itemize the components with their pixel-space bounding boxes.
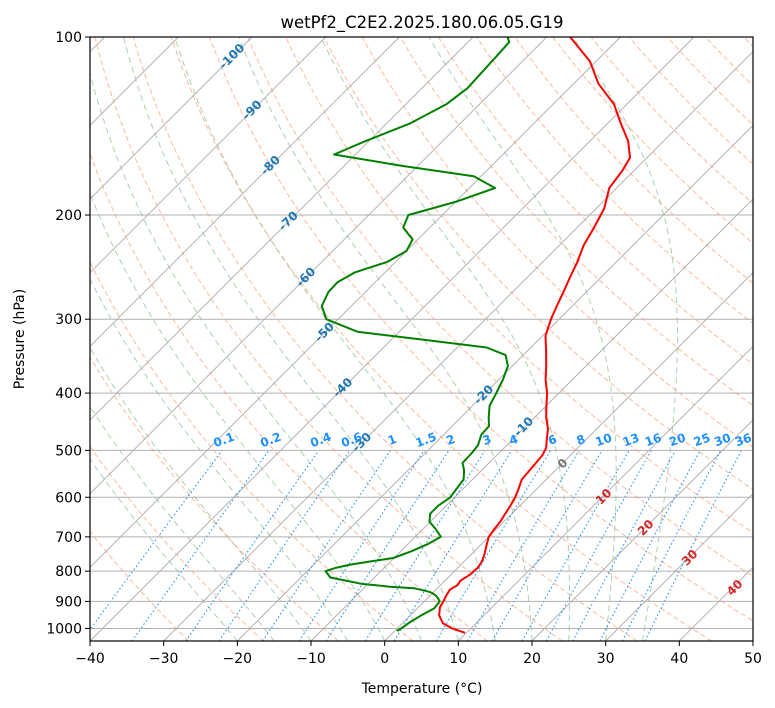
mixing-ratio-labels: 0.1 0.2 0.4 0.6 1 1.5 2 3 4 6 8 10 13 16 20 25 30 36 — [212, 430, 754, 450]
mixing-ratio-label: 0.4 — [308, 430, 333, 450]
x-tick-label: −40 — [75, 651, 105, 667]
isotherm — [90, 37, 621, 568]
y-tick-label: 600 — [55, 490, 82, 506]
moist-adiabat — [320, 37, 570, 641]
mixing-ratio-label: 16 — [643, 431, 663, 450]
dry-adiabat — [361, 37, 753, 448]
x-tick-label: −30 — [149, 651, 179, 667]
dry-adiabat — [90, 152, 488, 641]
y-tick-label: 400 — [55, 386, 82, 402]
y-tick-label: 200 — [55, 208, 82, 224]
isotherm — [90, 37, 695, 641]
dry-adiabat — [285, 37, 753, 534]
mixing-ratio-label: 0.6 — [339, 430, 364, 450]
mixing-ratio-label: 13 — [621, 431, 641, 450]
dry-adiabat — [323, 37, 753, 491]
isotherm — [310, 198, 753, 641]
isotherm — [605, 493, 753, 641]
moist-adiabat — [90, 458, 238, 641]
moist-adiabat — [90, 71, 422, 641]
mixing-ratio-line — [131, 450, 270, 641]
moist-adiabat — [174, 37, 496, 641]
mixing-ratio-line — [298, 450, 425, 641]
dry-adiabat — [132, 37, 638, 641]
x-tick-label: 30 — [597, 651, 615, 667]
mixing-ratio-line — [572, 450, 676, 641]
moist-adiabat — [572, 37, 678, 641]
mixing-ratio-label: 1.5 — [414, 430, 439, 450]
dry-adiabat — [247, 37, 753, 577]
dry-adiabat — [628, 37, 753, 165]
series-line-temperature — [438, 37, 631, 634]
plot-frame — [89, 36, 754, 642]
dry-adiabat — [90, 356, 339, 641]
dry-adiabat — [552, 37, 753, 244]
dry-adiabat — [437, 37, 753, 365]
moist-adiabat — [238, 37, 533, 641]
dry-adiabat — [170, 37, 712, 641]
mixing-ratio-label: 10 — [593, 431, 613, 450]
x-tick-label: 20 — [523, 651, 541, 667]
isotherm — [90, 37, 547, 495]
x-tick-label: 50 — [744, 651, 762, 667]
moist-adiabat — [90, 192, 386, 641]
x-tick-label: −20 — [223, 651, 253, 667]
x-axis-ticks: −40 −30 −20 −10 0 10 20 30 40 50 — [75, 641, 762, 667]
series-line-dewpoint — [320, 37, 511, 632]
mixing-ratio-line — [393, 450, 513, 641]
mixing-ratio-line — [262, 450, 391, 641]
dry-adiabat — [514, 37, 753, 284]
isotherm — [90, 37, 326, 274]
mixing-ratio-label: 20 — [667, 431, 687, 450]
moist-adiabat — [428, 37, 617, 641]
isotherm — [752, 640, 753, 641]
mixing-ratio-label: 0.1 — [212, 430, 237, 450]
isotherm — [458, 345, 753, 641]
x-tick-label: 40 — [670, 651, 688, 667]
chart-title: wetPf2_C2E2.2025.180.06.05.G19 — [280, 13, 563, 33]
x-axis-label: Temperature (°C) — [361, 681, 483, 697]
isotherm — [163, 51, 753, 641]
mixing-ratio-line — [185, 450, 320, 641]
x-tick-label: 0 — [380, 651, 389, 667]
y-tick-label: 900 — [55, 594, 82, 610]
y-tick-label: 1000 — [46, 621, 82, 637]
isotherm — [90, 37, 400, 347]
mixing-ratio-line — [644, 450, 742, 641]
dry-adiabat — [209, 37, 753, 622]
mixing-ratio-line — [90, 450, 223, 631]
isotherm — [237, 124, 753, 641]
mixing-ratio-line — [218, 450, 351, 641]
x-tick-label: 10 — [449, 651, 467, 667]
y-axis-ticks: 100 200 300 400 500 600 700 800 900 1000 — [46, 30, 90, 637]
profiles — [320, 37, 631, 634]
mixing-ratio-label: 0.2 — [258, 430, 283, 450]
mixing-ratio-label: 36 — [733, 431, 753, 450]
y-tick-label: 700 — [55, 530, 82, 546]
y-tick-label: 100 — [55, 30, 82, 46]
mixing-ratio-line — [621, 450, 722, 641]
isotherm — [90, 37, 253, 200]
y-tick-label: 300 — [55, 312, 82, 328]
mixing-ratio-label: 30 — [712, 431, 732, 450]
dry-adiabat — [90, 530, 190, 641]
isotherm — [384, 272, 753, 641]
isotherm — [531, 419, 753, 641]
pressure-grid — [90, 37, 753, 629]
mixing-ratio-label: 25 — [692, 431, 712, 450]
mixing-ratio-line — [545, 450, 652, 641]
moist-adiabat — [90, 277, 349, 641]
y-axis-label: Pressure (hPa) — [12, 289, 28, 389]
x-tick-label: −10 — [296, 651, 326, 667]
y-tick-label: 800 — [55, 564, 82, 580]
dry-adiabat — [399, 37, 753, 407]
mixing-ratio-line — [521, 450, 630, 641]
dry-adiabat — [90, 260, 414, 641]
moist-adiabat — [90, 405, 275, 641]
mixing-ratio-line — [325, 450, 450, 641]
y-tick-label: 500 — [55, 443, 82, 459]
